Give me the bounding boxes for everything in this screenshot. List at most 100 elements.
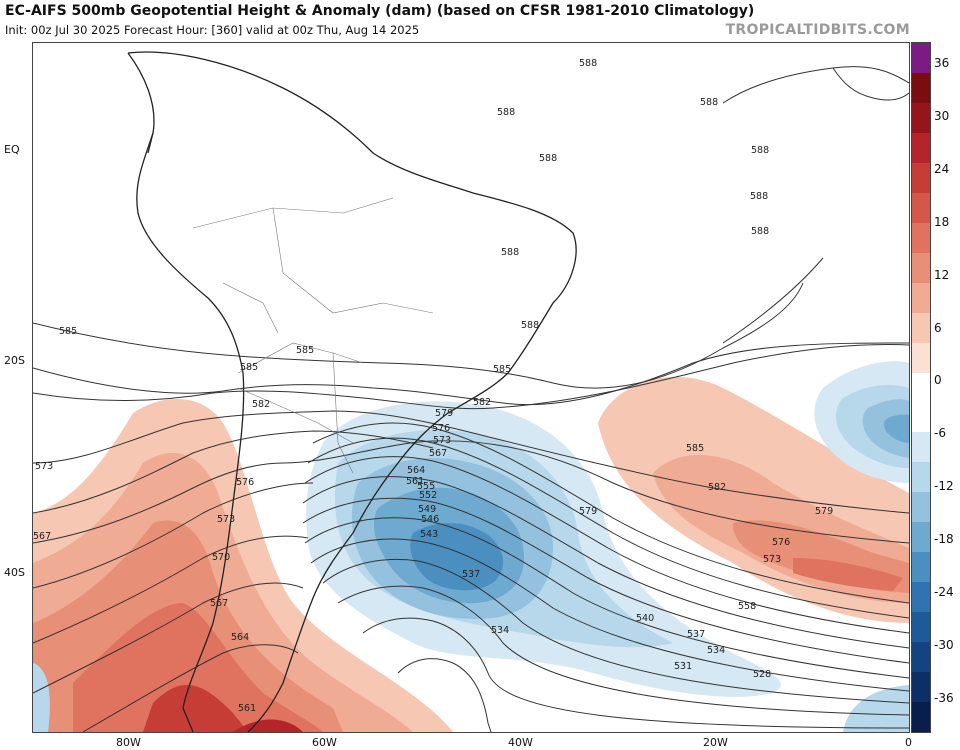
- colorbar-tick-label: -24: [934, 585, 954, 599]
- contour-label: 585: [240, 362, 258, 373]
- contour-label: 585: [686, 443, 704, 454]
- lat-label-40s: 40S: [4, 566, 25, 579]
- negative-anomaly-main: [306, 401, 781, 697]
- brand-watermark: TROPICALTIDBITS.COM: [725, 22, 910, 38]
- contour-label: 588: [700, 97, 718, 108]
- contour-label: 585: [59, 326, 77, 337]
- contour-label: 570: [212, 552, 230, 563]
- colorbar-segment: [912, 672, 930, 703]
- contour-label: 567: [429, 448, 447, 459]
- coastlines: [127, 51, 577, 732]
- colorbar-tick-label: -30: [934, 637, 954, 652]
- contour-label: 534: [707, 645, 725, 656]
- colorbar-segment: [912, 492, 930, 523]
- contour-label: 588: [497, 107, 515, 118]
- contour-label: 528: [753, 669, 771, 680]
- colorbar-segment: [912, 612, 930, 643]
- contour-label: 588: [521, 320, 539, 331]
- contour-label: 588: [750, 191, 768, 202]
- positive-anomaly-east: [598, 376, 909, 623]
- contour-label: 588: [539, 153, 557, 164]
- colorbar-segment: [912, 252, 930, 284]
- contour-label: 555: [417, 481, 435, 492]
- contour-label: 585: [493, 364, 511, 375]
- lat-label-eq: EQ: [4, 143, 20, 156]
- colorbar: [911, 42, 931, 733]
- contour-label: 567: [210, 598, 228, 609]
- map-panel: 588 588 588 588 588 588 588 588 588 585 585 585 585 5…: [32, 42, 910, 733]
- colorbar-segment: [912, 402, 930, 433]
- colorbar-segment: [912, 162, 930, 194]
- colorbar-tick-label: -12: [934, 479, 954, 494]
- contour-label: 588: [579, 58, 597, 69]
- contour-label: 573: [35, 461, 53, 472]
- lon-label-60w: 60W: [312, 736, 337, 749]
- lon-label-40w: 40W: [508, 736, 533, 749]
- negative-anomaly-southeast: [33, 663, 909, 732]
- contour-label: 543: [420, 529, 438, 540]
- colorbar-tick-label: -18: [934, 532, 954, 547]
- contour-label: 561: [406, 476, 424, 487]
- contour-label: 537: [687, 629, 705, 640]
- lon-label-20w: 20W: [703, 736, 728, 749]
- colorbar-tick-label: 30: [934, 108, 950, 123]
- lat-label-20s: 20S: [4, 354, 25, 367]
- contour-label: 576: [432, 423, 450, 434]
- contour-label: 564: [407, 465, 425, 476]
- colorbar-segment: [912, 72, 930, 104]
- colorbar-segment: [912, 552, 930, 583]
- colorbar-tick-label: 24: [934, 161, 950, 176]
- colorbar-segment: [912, 312, 930, 344]
- contour-label: 585: [296, 345, 314, 356]
- contour-label: 564: [231, 632, 249, 643]
- colorbar-tick-label: 12: [934, 267, 950, 282]
- contour-label: 588: [501, 247, 519, 258]
- colorbar-segment: [912, 132, 930, 164]
- colorbar-tick-label: -36: [934, 690, 954, 705]
- colorbar-tick-label: 6: [934, 320, 942, 335]
- contour-label: 540: [636, 613, 654, 624]
- colorbar-segment: [912, 43, 930, 74]
- country-borders: [192, 197, 434, 474]
- contour-label: 582: [708, 482, 726, 493]
- contour-label: 588: [751, 226, 769, 237]
- contour-label: 534: [491, 625, 509, 636]
- colorbar-tick-label: -6: [934, 426, 946, 441]
- colorbar-segment: [912, 642, 930, 673]
- colorbar-segment: [912, 342, 930, 374]
- contour-label: 582: [252, 399, 270, 410]
- colorbar-tick-label: 36: [934, 56, 950, 70]
- contour-label: 537: [462, 569, 480, 580]
- contour-label: 579: [579, 506, 597, 517]
- colorbar-segment: [912, 522, 930, 553]
- contour-label: 579: [435, 408, 453, 419]
- lon-label-80w: 80W: [116, 736, 141, 749]
- lon-label-0: 0: [905, 736, 912, 749]
- colorbar-segment: [912, 432, 930, 463]
- contour-label: 567: [33, 531, 51, 542]
- map-svg: 588 588 588 588 588 588 588 588 588 585 585 585 585 5…: [33, 51, 909, 732]
- colorbar-segment: [912, 222, 930, 254]
- colorbar-segment: [912, 372, 930, 403]
- colorbar-tick-label: 0: [934, 373, 942, 388]
- negative-anomaly-east: [814, 361, 909, 483]
- contour-label: 561: [238, 703, 256, 714]
- contour-label: 588: [751, 145, 769, 156]
- colorbar-segment: [912, 702, 930, 733]
- contour-label: 576: [772, 537, 790, 548]
- contour-label: 549: [418, 504, 436, 515]
- contour-label: 579: [815, 506, 833, 517]
- positive-anomaly-west: [33, 399, 453, 732]
- colorbar-segment: [912, 462, 930, 493]
- contour-label: 546: [421, 514, 439, 525]
- contour-label: 573: [217, 514, 235, 525]
- contour-label: 558: [738, 601, 756, 612]
- contour-label: 531: [674, 661, 692, 672]
- colorbar-tick-label: 18: [934, 214, 950, 229]
- height-contours: [33, 257, 909, 732]
- contour-label: 573: [433, 435, 451, 446]
- contour-label: 573: [763, 554, 781, 565]
- chart-title: EC-AIFS 500mb Geopotential Height & Anom…: [5, 3, 755, 19]
- contour-label: 576: [236, 477, 254, 488]
- colorbar-segment: [912, 282, 930, 314]
